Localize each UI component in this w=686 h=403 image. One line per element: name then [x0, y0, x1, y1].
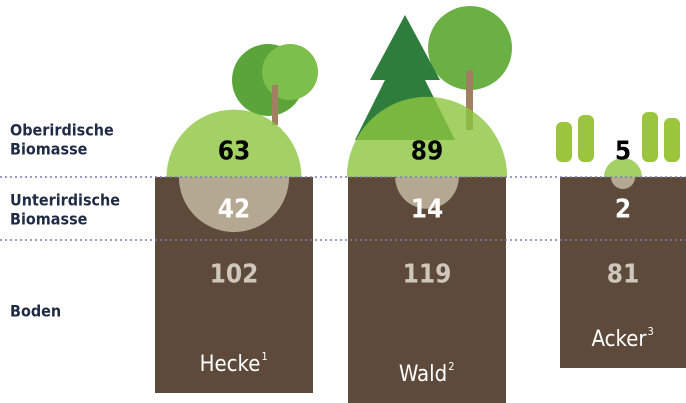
soil-value: 81	[607, 260, 640, 290]
soil-value: 119	[403, 260, 452, 290]
footnote: 3	[648, 325, 654, 338]
below-value: 2	[615, 195, 631, 225]
soil-value: 102	[210, 260, 259, 290]
below-value: 42	[218, 195, 251, 225]
below-value: 14	[411, 195, 444, 225]
footnote: 2	[448, 360, 454, 373]
above-value: 89	[411, 137, 444, 167]
infographic: 6342102Hecke18914119Wald25281Acker3 Ober…	[0, 0, 686, 403]
column-name: Acker	[591, 327, 647, 352]
row-label: Boden	[10, 302, 61, 321]
above-value: 5	[615, 137, 631, 167]
above-value: 63	[218, 137, 251, 167]
column-name: Hecke	[200, 352, 261, 377]
column-name: Wald	[399, 362, 447, 387]
footnote: 1	[261, 350, 267, 363]
